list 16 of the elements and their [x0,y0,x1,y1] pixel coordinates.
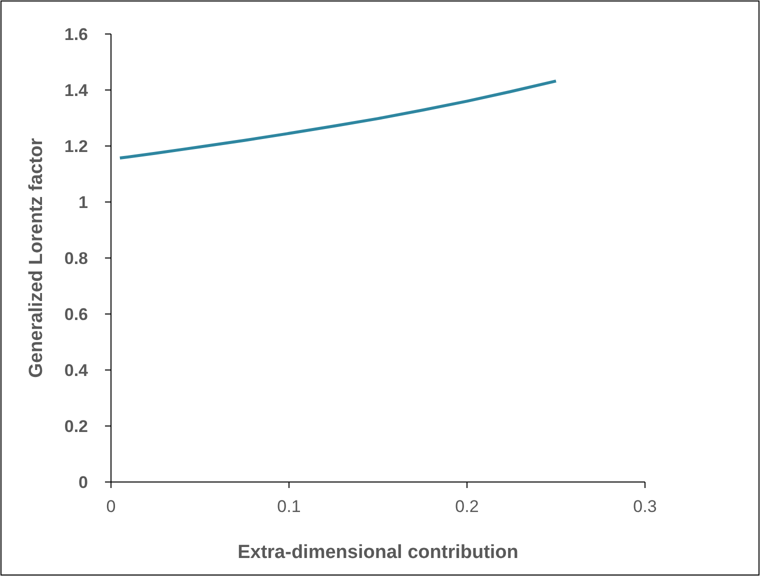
y-tick-label: 0.6 [64,305,88,324]
x-tick-label: 0.2 [455,497,479,516]
y-tick-label: 1.6 [64,25,88,44]
x-tick-label: 0.1 [277,497,301,516]
x-tick-label: 0 [106,497,116,516]
x-tick-label: 0.3 [633,497,657,516]
x-axis-title: Extra-dimensional contribution [238,542,518,563]
y-axis-title: Generalized Lorentz factor [26,138,47,378]
line-series [118,80,558,160]
y-tick-label: 0.2 [64,417,88,436]
y-tick-label: 0.8 [64,249,88,268]
y-tick-label: 1 [78,193,88,212]
y-tick-label: 1.2 [64,137,88,156]
y-tick-label: 1.4 [64,81,89,100]
y-tick-label: 0 [78,473,88,492]
y-tick-label: 0.4 [64,361,89,380]
